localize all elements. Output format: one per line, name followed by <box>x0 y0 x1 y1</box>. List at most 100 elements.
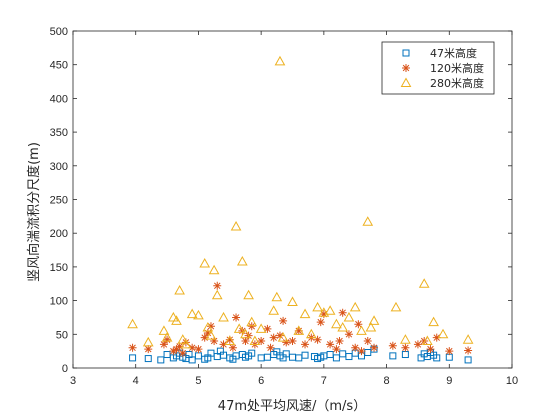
data-point <box>420 337 429 346</box>
data-point <box>172 345 181 354</box>
data-point <box>186 308 198 319</box>
data-point <box>365 322 377 332</box>
x-tick-label: 8 <box>384 375 390 387</box>
data-point <box>161 332 173 342</box>
data-point <box>400 334 411 344</box>
legend-label: 280米高度 <box>430 76 484 90</box>
data-point <box>413 340 422 349</box>
data-point <box>332 354 340 362</box>
data-point <box>219 340 228 349</box>
data-point <box>389 352 397 360</box>
data-point <box>142 336 154 347</box>
data-point <box>213 281 222 290</box>
data-point <box>344 330 353 339</box>
data-point <box>202 322 214 332</box>
data-point <box>232 313 241 322</box>
y-tick-label: 400 <box>50 93 68 105</box>
data-point <box>236 255 248 266</box>
data-point <box>128 343 137 352</box>
y-tick-label: 150 <box>50 262 68 274</box>
y-tick-label: 200 <box>50 228 68 240</box>
legend-marker <box>402 49 410 57</box>
legend-box <box>381 41 495 95</box>
data-point <box>331 318 342 329</box>
data-point <box>247 322 256 331</box>
data-point <box>288 337 297 346</box>
y-tick-label: 450 <box>50 60 68 72</box>
data-point <box>127 318 138 329</box>
data-point <box>437 328 449 339</box>
data-point <box>349 301 361 312</box>
data-point <box>200 333 209 342</box>
legend-label: 47米高度 <box>430 46 477 60</box>
data-point <box>257 337 266 346</box>
y-tick-label: 250 <box>50 195 68 207</box>
data-point <box>177 334 189 344</box>
y-tick-label: 500 <box>50 26 68 38</box>
data-point <box>199 258 211 268</box>
data-point <box>208 264 220 275</box>
data-point <box>224 335 236 346</box>
legend-marker <box>402 64 410 72</box>
data-point <box>313 335 322 344</box>
data-point <box>174 284 185 295</box>
data-point <box>370 343 379 352</box>
data-point <box>305 328 317 339</box>
data-point <box>206 322 215 331</box>
data-point <box>445 347 454 356</box>
data-point <box>159 340 168 349</box>
data-point <box>338 308 347 317</box>
data-point <box>343 311 355 322</box>
data-point <box>181 338 190 347</box>
data-point <box>426 345 435 354</box>
data-point <box>432 333 441 342</box>
data-point <box>421 335 433 346</box>
data-point <box>326 340 335 349</box>
data-point <box>464 346 473 355</box>
x-tick-label: 4 <box>133 375 139 387</box>
data-point <box>464 356 472 364</box>
data-point <box>319 310 328 319</box>
x-tick-label: 5 <box>195 375 201 387</box>
legend-label: 120米高度 <box>430 61 484 75</box>
data-point <box>362 216 374 226</box>
data-point <box>203 328 212 337</box>
data-point <box>144 345 153 354</box>
x-tick-label: 6 <box>258 375 264 387</box>
data-point <box>266 343 275 352</box>
data-point <box>401 343 410 352</box>
x-tick-label: 3 <box>70 375 76 387</box>
data-point <box>268 305 280 315</box>
data-point <box>332 345 341 354</box>
data-point <box>354 320 363 329</box>
y-axis-title: 竖风向湍流积分尺度(m) <box>26 142 42 282</box>
data-point <box>169 347 178 356</box>
data-point <box>368 315 380 325</box>
data-point <box>210 337 219 346</box>
data-point <box>293 325 305 335</box>
y-tick-label: 350 <box>50 127 68 139</box>
data-point <box>228 343 237 352</box>
data-point <box>316 318 325 327</box>
data-point <box>312 301 323 312</box>
data-point <box>171 315 182 325</box>
data-point <box>462 334 474 344</box>
data-point <box>193 309 204 320</box>
x-tick-label: 7 <box>321 375 327 387</box>
data-point <box>188 343 197 352</box>
legend-marker <box>400 77 412 87</box>
data-point <box>277 332 289 342</box>
data-point <box>144 355 152 363</box>
data-point <box>230 220 242 231</box>
data-point <box>180 338 192 349</box>
data-point <box>263 324 272 333</box>
data-point <box>433 354 441 362</box>
y-tick-label: 100 <box>50 296 68 308</box>
data-point <box>274 55 286 66</box>
data-point <box>282 338 291 347</box>
data-point <box>299 308 311 319</box>
data-point <box>301 340 310 349</box>
data-point <box>241 337 250 346</box>
data-point <box>163 335 172 344</box>
